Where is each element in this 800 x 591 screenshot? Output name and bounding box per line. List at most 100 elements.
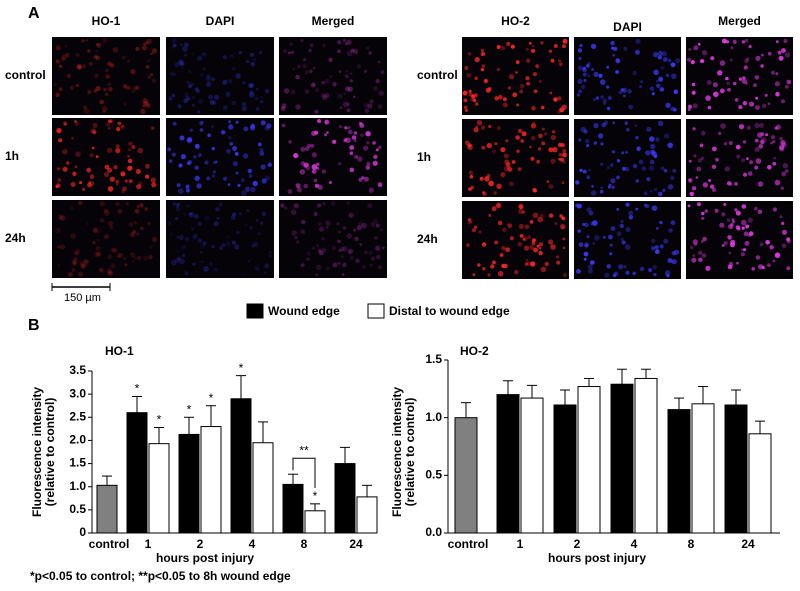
- cell-nucleus: [368, 187, 375, 193]
- cell-nucleus: [378, 183, 383, 187]
- cell-nucleus: [268, 254, 272, 258]
- cell-nucleus: [560, 157, 564, 162]
- cell-nucleus: [723, 241, 728, 246]
- cell-nucleus: [718, 131, 722, 135]
- cell-nucleus: [178, 188, 184, 194]
- cell-nucleus: [734, 208, 738, 212]
- cell-nucleus: [176, 256, 182, 262]
- cell-nucleus: [468, 89, 472, 93]
- cell-nucleus: [104, 210, 110, 216]
- cell-nucleus: [774, 179, 781, 186]
- cell-nucleus: [92, 122, 98, 128]
- cell-nucleus: [481, 242, 487, 247]
- cell-nucleus: [223, 176, 227, 181]
- cell-nucleus: [784, 52, 791, 58]
- cell-nucleus: [192, 262, 196, 266]
- y-tick-label: 0.0: [425, 525, 442, 539]
- cell-nucleus: [579, 168, 583, 172]
- cell-nucleus: [764, 93, 768, 97]
- cell-nucleus: [531, 48, 536, 53]
- cell-nucleus: [208, 94, 213, 100]
- column-header: HO-1: [92, 14, 121, 28]
- cell-nucleus: [199, 242, 206, 248]
- cell-nucleus: [536, 159, 540, 164]
- cell-nucleus: [623, 94, 626, 98]
- cell-nucleus: [57, 167, 60, 171]
- cell-nucleus: [664, 270, 671, 276]
- cell-nucleus: [144, 207, 148, 211]
- cell-nucleus: [744, 240, 750, 246]
- cell-nucleus: [168, 96, 173, 101]
- cell-nucleus: [331, 139, 337, 145]
- cell-nucleus: [734, 98, 739, 102]
- cell-nucleus: [492, 149, 496, 154]
- cell-nucleus: [136, 205, 140, 209]
- cell-nucleus: [88, 61, 93, 66]
- cell-nucleus: [188, 69, 192, 74]
- cell-nucleus: [654, 245, 659, 250]
- cell-nucleus: [507, 86, 511, 90]
- cell-nucleus: [69, 85, 74, 90]
- cell-nucleus: [653, 272, 657, 277]
- cell-nucleus: [590, 260, 595, 265]
- cell-nucleus: [646, 126, 652, 132]
- cell-nucleus: [304, 70, 309, 75]
- cell-nucleus: [659, 220, 663, 225]
- cell-nucleus: [231, 100, 236, 106]
- cell-nucleus: [95, 49, 98, 53]
- cell-nucleus: [740, 252, 745, 257]
- cell-nucleus: [519, 234, 524, 238]
- cell-nucleus: [114, 249, 118, 252]
- cell-nucleus: [58, 87, 63, 92]
- cell-nucleus: [185, 184, 190, 189]
- cell-nucleus: [294, 235, 298, 240]
- cell-nucleus: [728, 141, 733, 145]
- cell-nucleus: [207, 133, 211, 138]
- significance-bracket: [292, 457, 316, 488]
- cell-nucleus: [529, 245, 535, 251]
- cell-nucleus: [321, 247, 327, 253]
- cell-nucleus: [520, 139, 525, 143]
- cell-nucleus: [586, 235, 590, 239]
- cell-nucleus: [171, 152, 176, 157]
- cell-nucleus: [649, 159, 655, 165]
- cell-nucleus: [527, 235, 531, 240]
- cell-nucleus: [611, 185, 615, 190]
- cell-nucleus: [332, 262, 338, 268]
- cell-nucleus: [127, 155, 130, 158]
- cell-nucleus: [281, 103, 287, 109]
- bar: [724, 404, 748, 534]
- cell-nucleus: [142, 45, 147, 51]
- cell-nucleus: [607, 185, 611, 189]
- y-tick-label: 2.0: [69, 433, 86, 447]
- cell-nucleus: [747, 217, 753, 223]
- cell-nucleus: [755, 96, 759, 100]
- cell-nucleus: [773, 156, 777, 160]
- cell-nucleus: [698, 257, 703, 263]
- cell-nucleus: [721, 244, 725, 247]
- cell-nucleus: [492, 260, 496, 265]
- cell-nucleus: [243, 126, 249, 132]
- cell-nucleus: [472, 273, 476, 277]
- cell-nucleus: [83, 105, 88, 110]
- cell-nucleus: [145, 41, 149, 45]
- cell-nucleus: [587, 268, 594, 274]
- cell-nucleus: [365, 165, 371, 170]
- cell-nucleus: [488, 214, 492, 217]
- cell-nucleus: [149, 245, 153, 249]
- cell-nucleus: [496, 67, 501, 72]
- cell-nucleus: [336, 222, 340, 226]
- cell-nucleus: [721, 38, 727, 44]
- cell-nucleus: [357, 156, 363, 162]
- cell-nucleus: [81, 39, 85, 43]
- cell-nucleus: [661, 51, 667, 57]
- cell-nucleus: [250, 187, 256, 193]
- cell-nucleus: [128, 222, 134, 227]
- cell-nucleus: [133, 221, 138, 225]
- cell-nucleus: [337, 40, 342, 45]
- cell-nucleus: [758, 144, 764, 149]
- cell-nucleus: [476, 120, 483, 126]
- cell-nucleus: [75, 84, 79, 87]
- cell-nucleus: [115, 201, 120, 207]
- cell-nucleus: [188, 84, 192, 89]
